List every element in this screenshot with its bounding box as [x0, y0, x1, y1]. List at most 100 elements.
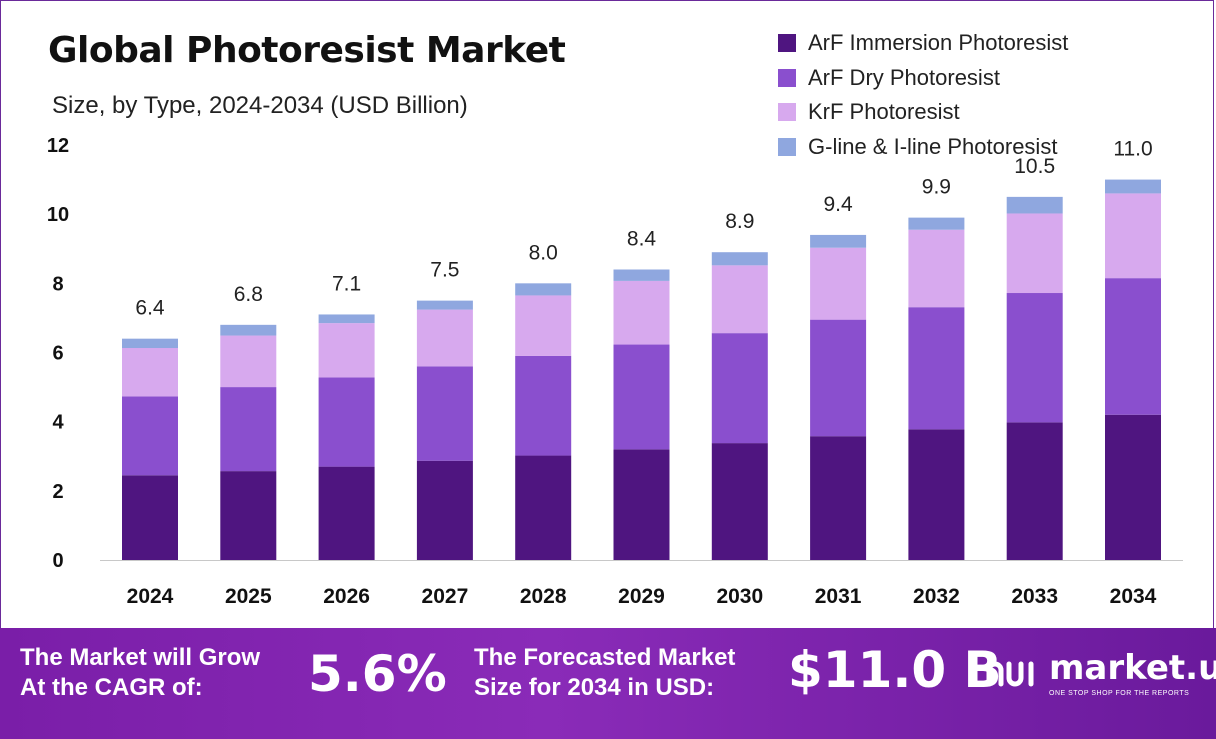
total-data-label: 7.5 — [430, 259, 459, 282]
y-tick-label: 6 — [52, 343, 63, 365]
x-tick-label: 2024 — [127, 585, 174, 608]
total-data-label: 8.9 — [725, 210, 754, 233]
bar-segment — [1105, 193, 1161, 279]
bar-segment — [613, 269, 670, 281]
total-data-label: 6.4 — [135, 297, 165, 320]
legend-label: KrF Photoresist — [808, 99, 960, 125]
y-tick-label: 10 — [47, 204, 69, 226]
x-tick-label: 2025 — [225, 585, 272, 608]
bar-segment — [908, 307, 965, 430]
total-data-label: 10.5 — [1014, 155, 1055, 178]
forecast-value: $11.0 B — [788, 641, 1002, 699]
bar-segment — [810, 234, 867, 248]
forecast-label-line-2: Size for 2034 in USD: — [474, 674, 715, 701]
x-tick-label: 2034 — [1110, 585, 1157, 608]
bar-segment — [318, 323, 375, 378]
bar-segment — [810, 247, 867, 320]
legend: ArF Immersion Photoresist ArF Dry Photor… — [778, 26, 1068, 164]
bar-segment — [711, 443, 768, 560]
bar-segment — [1105, 414, 1161, 560]
legend-swatch — [778, 103, 796, 122]
brand-tagline: ONE STOP SHOP FOR THE REPORTS — [1049, 690, 1190, 697]
brand: market.us ONE STOP SHOP FOR THE REPORTS — [985, 648, 1216, 708]
bar-segment — [122, 396, 178, 476]
bar-segment — [515, 295, 572, 356]
bar-segment — [711, 252, 768, 266]
bar-segment — [122, 348, 178, 397]
brand-name: market.us — [1049, 648, 1216, 688]
legend-item-arf-dry: ArF Dry Photoresist — [778, 61, 1068, 96]
cagr-value: 5.6% — [308, 645, 447, 703]
total-data-label: 9.4 — [823, 193, 853, 216]
bar-segment — [416, 460, 473, 560]
x-tick-label: 2033 — [1011, 585, 1058, 608]
chart-title: Global Photoresist Market — [48, 30, 566, 71]
bar-segment — [810, 436, 867, 560]
x-tick-label: 2032 — [913, 585, 960, 608]
bar-segment — [416, 366, 473, 461]
bar-segment — [711, 333, 768, 444]
x-tick-label: 2027 — [422, 585, 469, 608]
bar-segment — [810, 319, 867, 437]
bar-segment — [1105, 278, 1161, 415]
y-tick-label: 8 — [52, 273, 63, 295]
total-data-label: 7.1 — [332, 272, 361, 295]
total-data-label: 8.0 — [529, 241, 558, 264]
legend-swatch — [778, 34, 796, 53]
bar-segment — [515, 283, 572, 296]
bar-segment — [220, 335, 277, 388]
y-tick-label: 12 — [47, 135, 69, 157]
legend-label: G-line & I-line Photoresist — [808, 133, 1058, 159]
cagr-label: The Market will Grow At the CAGR of: — [20, 643, 260, 703]
legend-item-krf: KrF Photoresist — [778, 95, 1068, 130]
market-us-logo-icon — [986, 661, 1034, 687]
y-tick-label: 4 — [52, 412, 64, 434]
forecast-label-line-1: The Forecasted Market — [474, 644, 736, 671]
bar-segment — [122, 475, 178, 560]
bar-segment — [416, 309, 473, 367]
total-data-label: 6.8 — [234, 283, 263, 306]
bar-segment — [711, 265, 768, 334]
total-data-label: 9.9 — [922, 176, 951, 199]
legend-label: ArF Immersion Photoresist — [808, 30, 1069, 56]
bar-segment — [515, 355, 572, 456]
bar-segment — [613, 280, 670, 345]
bar-segment — [220, 471, 277, 560]
bar-segment — [318, 314, 375, 324]
bar-segment — [613, 344, 670, 450]
y-tick-label: 0 — [52, 550, 63, 572]
y-tick-label: 2 — [52, 481, 63, 503]
x-tick-label: 2030 — [716, 585, 763, 608]
bar-segment — [220, 324, 277, 336]
bar-segment — [1006, 196, 1063, 214]
legend-item-gline: G-line & I-line Photoresist — [778, 130, 1068, 165]
legend-item-arf-immersion: ArF Immersion Photoresist — [778, 26, 1068, 61]
total-data-label: 11.0 — [1113, 138, 1152, 161]
bar-segment — [318, 466, 375, 560]
x-tick-label: 2028 — [520, 585, 567, 608]
x-tick-label: 2026 — [323, 585, 370, 608]
bar-segment — [416, 300, 473, 310]
cagr-label-line-2: At the CAGR of: — [20, 674, 203, 701]
legend-label: ArF Dry Photoresist — [808, 64, 1000, 90]
x-tick-label: 2031 — [815, 585, 862, 608]
bar-segment — [1006, 213, 1063, 294]
bar-segment — [908, 229, 965, 308]
legend-swatch — [778, 68, 796, 87]
bar-segment — [1006, 293, 1063, 423]
bar-segment — [908, 217, 965, 230]
bar-segment — [515, 455, 572, 560]
chart-subtitle: Size, by Type, 2024-2034 (USD Billion) — [52, 92, 468, 119]
x-tick-label: 2029 — [618, 585, 665, 608]
bar-segment — [1006, 422, 1063, 560]
bar-segment — [1105, 179, 1161, 194]
bar-segment — [220, 387, 277, 472]
cagr-label-line-1: The Market will Grow — [20, 644, 261, 671]
stacked-bar-chart: 0 2 4 6 8 10 12 6.4 2024 6.8 2025 7.1 2026 7.5 2027 8.0… — [47, 135, 1183, 608]
bar-segment — [908, 429, 965, 560]
bar-segment — [318, 377, 375, 467]
bar-segment — [122, 338, 178, 349]
bar-segment — [613, 449, 670, 560]
forecast-label: The Forecasted Market Size for 2034 in U… — [474, 643, 735, 703]
legend-swatch — [778, 137, 796, 156]
